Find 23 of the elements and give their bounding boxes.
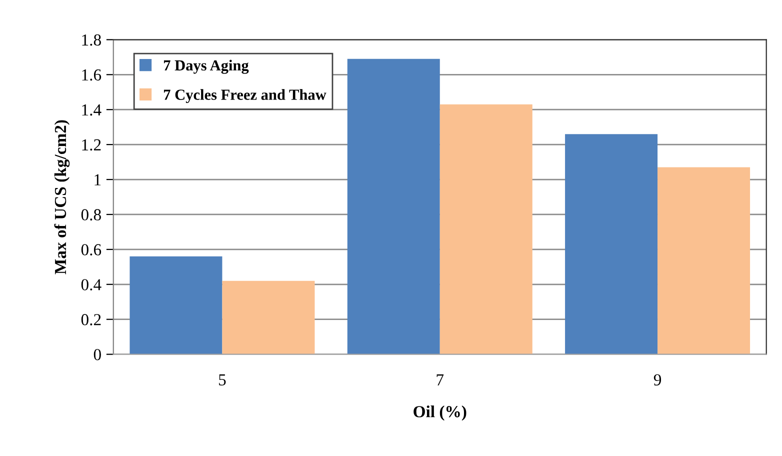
- y-tick-label: 0.6: [81, 244, 102, 256]
- y-tick-label: 0: [94, 349, 101, 360]
- bar: [565, 134, 658, 354]
- y-tick-label: 1.2: [82, 139, 101, 151]
- y-tick-label: 0.4: [81, 279, 102, 290]
- bar: [130, 256, 222, 354]
- x-tick-label: 9: [654, 374, 662, 386]
- y-tick-label: 1.8: [82, 34, 101, 46]
- legend-label: 7 Cycles Freez and Thaw: [164, 89, 326, 104]
- x-axis-title: Oil (%): [414, 406, 466, 421]
- bar: [347, 58, 440, 354]
- bar: [222, 280, 315, 354]
- y-tick-label: 0.8: [81, 209, 101, 220]
- y-tick-label: 1: [94, 174, 101, 186]
- y-tick-label: 1.6: [82, 69, 102, 81]
- bar: [658, 167, 750, 354]
- y-tick-label: 0.2: [81, 314, 101, 326]
- x-tick-label: 5: [219, 374, 226, 386]
- legend-label: 7 Days Aging: [164, 60, 249, 74]
- bar: [440, 104, 532, 354]
- y-axis-title: Max of UCS (kg/cm2): [54, 120, 70, 274]
- x-tick-label: 7: [436, 374, 444, 386]
- y-tick-label: 1.4: [82, 104, 102, 116]
